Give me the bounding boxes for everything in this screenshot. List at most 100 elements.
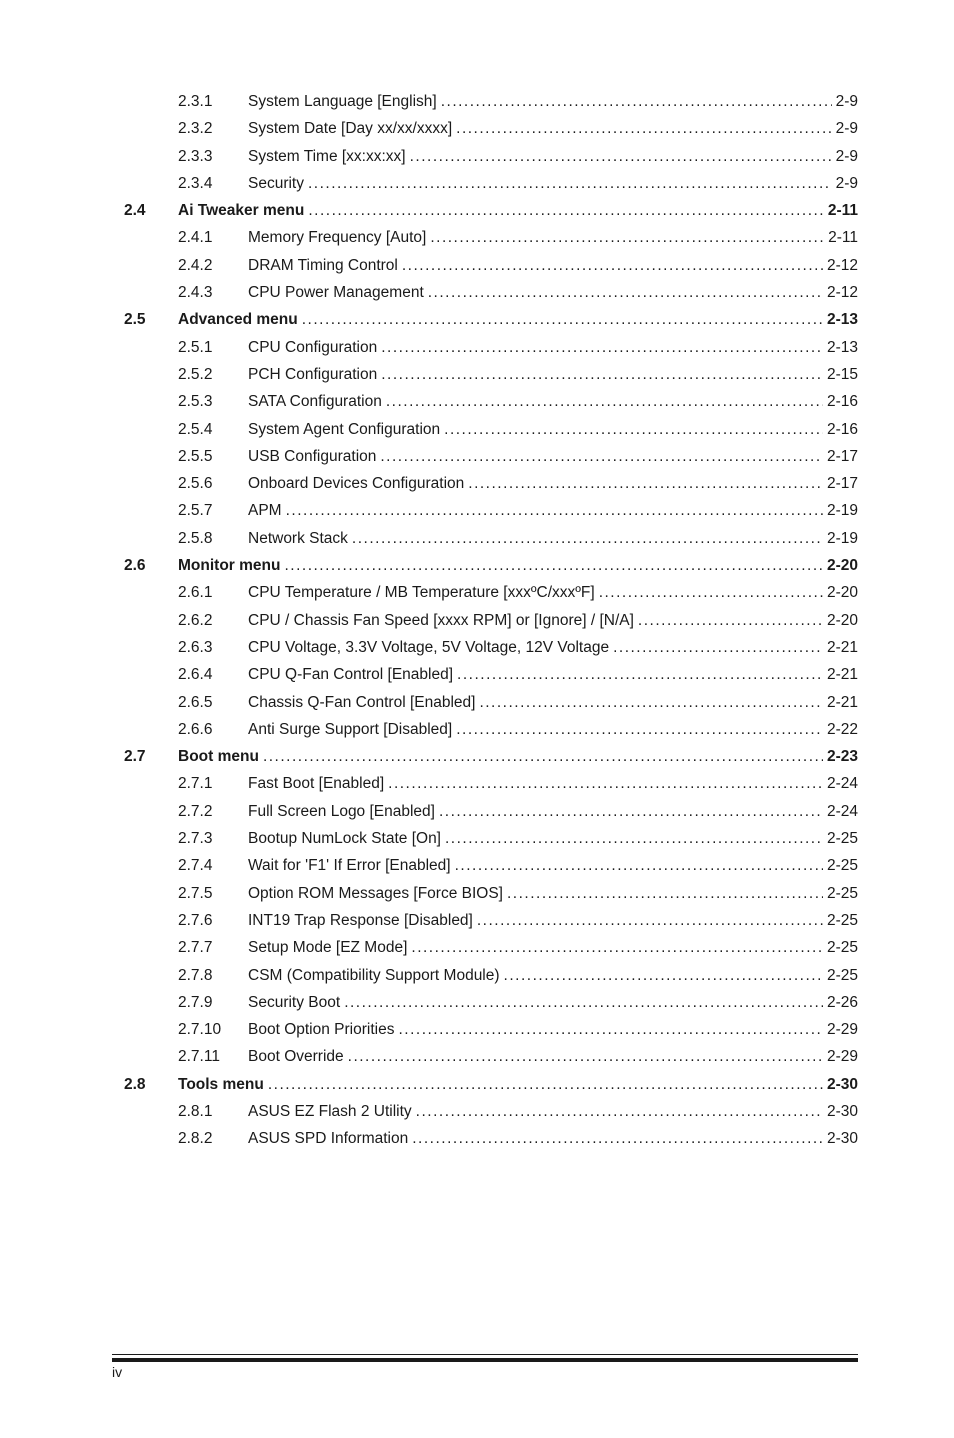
toc-leader-dots xyxy=(386,394,823,410)
toc-number: 2.7.11 xyxy=(178,1049,248,1065)
toc-row: 2.7.5Option ROM Messages [Force BIOS]2-2… xyxy=(124,886,858,902)
toc-page-ref: 2-16 xyxy=(827,422,858,438)
toc-leader-dots xyxy=(284,558,823,574)
toc-row: 2.7.1Fast Boot [Enabled]2-24 xyxy=(124,776,858,792)
toc-page-ref: 2-20 xyxy=(827,558,858,574)
toc-row: 2.3.1System Language [English]2-9 xyxy=(124,94,858,110)
toc-page-ref: 2-25 xyxy=(827,886,858,902)
toc-row: 2.6.5Chassis Q-Fan Control [Enabled]2-21 xyxy=(124,695,858,711)
toc-title: CPU Voltage, 3.3V Voltage, 5V Voltage, 1… xyxy=(248,640,609,656)
toc-page-ref: 2-12 xyxy=(827,285,858,301)
toc-leader-dots xyxy=(507,886,823,902)
toc-page-ref: 2-25 xyxy=(827,940,858,956)
toc-title: System Language [English] xyxy=(248,94,437,110)
toc-number: 2.4.1 xyxy=(178,230,248,246)
toc-row: 2.5.3SATA Configuration2-16 xyxy=(124,394,858,410)
toc-title: Option ROM Messages [Force BIOS] xyxy=(248,886,503,902)
toc-row: 2.7.7Setup Mode [EZ Mode]2-25 xyxy=(124,940,858,956)
toc-page-ref: 2-17 xyxy=(827,449,858,465)
toc-number: 2.7.2 xyxy=(178,804,248,820)
toc-number: 2.7.4 xyxy=(178,858,248,874)
toc-leader-dots xyxy=(344,995,823,1011)
toc-page-ref: 2-15 xyxy=(827,367,858,383)
toc-leader-dots xyxy=(352,531,823,547)
toc-page-ref: 2-25 xyxy=(827,968,858,984)
toc-number: 2.4.2 xyxy=(178,258,248,274)
toc-leader-dots xyxy=(381,367,823,383)
toc-page-ref: 2-24 xyxy=(827,776,858,792)
toc-leader-dots xyxy=(416,1104,823,1120)
toc-number: 2.7.6 xyxy=(178,913,248,929)
toc-number: 2.7.10 xyxy=(178,1022,248,1038)
toc-title: DRAM Timing Control xyxy=(248,258,398,274)
toc-leader-dots xyxy=(441,94,832,110)
toc-row: 2.5.1CPU Configuration2-13 xyxy=(124,340,858,356)
toc-row: 2.3.4Security2-9 xyxy=(124,176,858,192)
toc-row: 2.5.6Onboard Devices Configuration2-17 xyxy=(124,476,858,492)
toc-row: 2.4.3CPU Power Management2-12 xyxy=(124,285,858,301)
toc-number: 2.7.1 xyxy=(178,776,248,792)
toc-row: 2.4.2DRAM Timing Control 2-12 xyxy=(124,258,858,274)
toc-row: 2.5.4System Agent Configuration 2-16 xyxy=(124,422,858,438)
toc-leader-dots xyxy=(388,776,823,792)
toc-page-ref: 2-13 xyxy=(827,340,858,356)
toc-leader-dots xyxy=(444,422,823,438)
toc-leader-dots xyxy=(457,667,823,683)
toc-row: 2.7Boot menu2-23 xyxy=(124,749,858,765)
toc-page-ref: 2-9 xyxy=(836,176,858,192)
toc-title: System Agent Configuration xyxy=(248,422,440,438)
toc-title: CPU Configuration xyxy=(248,340,377,356)
toc-title: Security xyxy=(248,176,304,192)
toc-row: 2.5Advanced menu2-13 xyxy=(124,312,858,328)
toc-leader-dots xyxy=(412,1131,823,1147)
toc-title: Advanced menu xyxy=(178,312,298,328)
toc-page-ref: 2-22 xyxy=(827,722,858,738)
toc-page-ref: 2-12 xyxy=(827,258,858,274)
toc-title: SATA Configuration xyxy=(248,394,382,410)
toc-number: 2.3.1 xyxy=(178,94,248,110)
toc-number: 2.7.7 xyxy=(178,940,248,956)
toc-number: 2.7 xyxy=(124,749,178,765)
toc-page-ref: 2-21 xyxy=(827,640,858,656)
toc-number: 2.5.4 xyxy=(178,422,248,438)
toc-page-ref: 2-17 xyxy=(827,476,858,492)
toc-row: 2.5.8Network Stack2-19 xyxy=(124,531,858,547)
toc-leader-dots xyxy=(308,176,832,192)
toc-page-ref: 2-25 xyxy=(827,858,858,874)
toc-leader-dots xyxy=(504,968,823,984)
toc-number: 2.5.7 xyxy=(178,503,248,519)
toc-number: 2.6.1 xyxy=(178,585,248,601)
toc-leader-dots xyxy=(286,503,823,519)
toc-page-ref: 2-11 xyxy=(828,230,858,246)
toc-title: ASUS EZ Flash 2 Utility xyxy=(248,1104,412,1120)
toc-title: CSM (Compatibility Support Module) xyxy=(248,968,500,984)
toc-title: Ai Tweaker menu xyxy=(178,203,304,219)
toc-leader-dots xyxy=(302,312,823,328)
toc-title: INT19 Trap Response [Disabled] xyxy=(248,913,473,929)
toc-leader-dots xyxy=(430,230,824,246)
toc-row: 2.6Monitor menu2-20 xyxy=(124,558,858,574)
page: 2.3.1System Language [English]2-92.3.2Sy… xyxy=(0,0,954,1438)
toc-number: 2.5.6 xyxy=(178,476,248,492)
toc-number: 2.5.5 xyxy=(178,449,248,465)
toc-title: CPU Power Management xyxy=(248,285,424,301)
toc-row: 2.7.6INT19 Trap Response [Disabled]2-25 xyxy=(124,913,858,929)
toc-title: System Time [xx:xx:xx] xyxy=(248,149,406,165)
toc-page-ref: 2-26 xyxy=(827,995,858,1011)
toc-title: Chassis Q-Fan Control [Enabled] xyxy=(248,695,475,711)
toc-page-ref: 2-11 xyxy=(828,203,858,219)
toc-page-ref: 2-9 xyxy=(836,121,858,137)
toc-page-ref: 2-16 xyxy=(827,394,858,410)
toc-title: PCH Configuration xyxy=(248,367,377,383)
toc-leader-dots xyxy=(599,585,823,601)
toc-row: 2.7.8CSM (Compatibility Support Module)2… xyxy=(124,968,858,984)
toc-row: 2.7.3Bootup NumLock State [On]2-25 xyxy=(124,831,858,847)
toc-page-ref: 2-20 xyxy=(827,585,858,601)
toc-leader-dots xyxy=(268,1077,823,1093)
page-number: iv xyxy=(112,1364,858,1380)
toc-row: 2.7.4Wait for 'F1' If Error [Enabled]2-2… xyxy=(124,858,858,874)
toc-page-ref: 2-19 xyxy=(827,531,858,547)
toc-row: 2.3.3System Time [xx:xx:xx]2-9 xyxy=(124,149,858,165)
toc-row: 2.6.1CPU Temperature / MB Temperature [x… xyxy=(124,585,858,601)
toc-title: Boot menu xyxy=(178,749,259,765)
